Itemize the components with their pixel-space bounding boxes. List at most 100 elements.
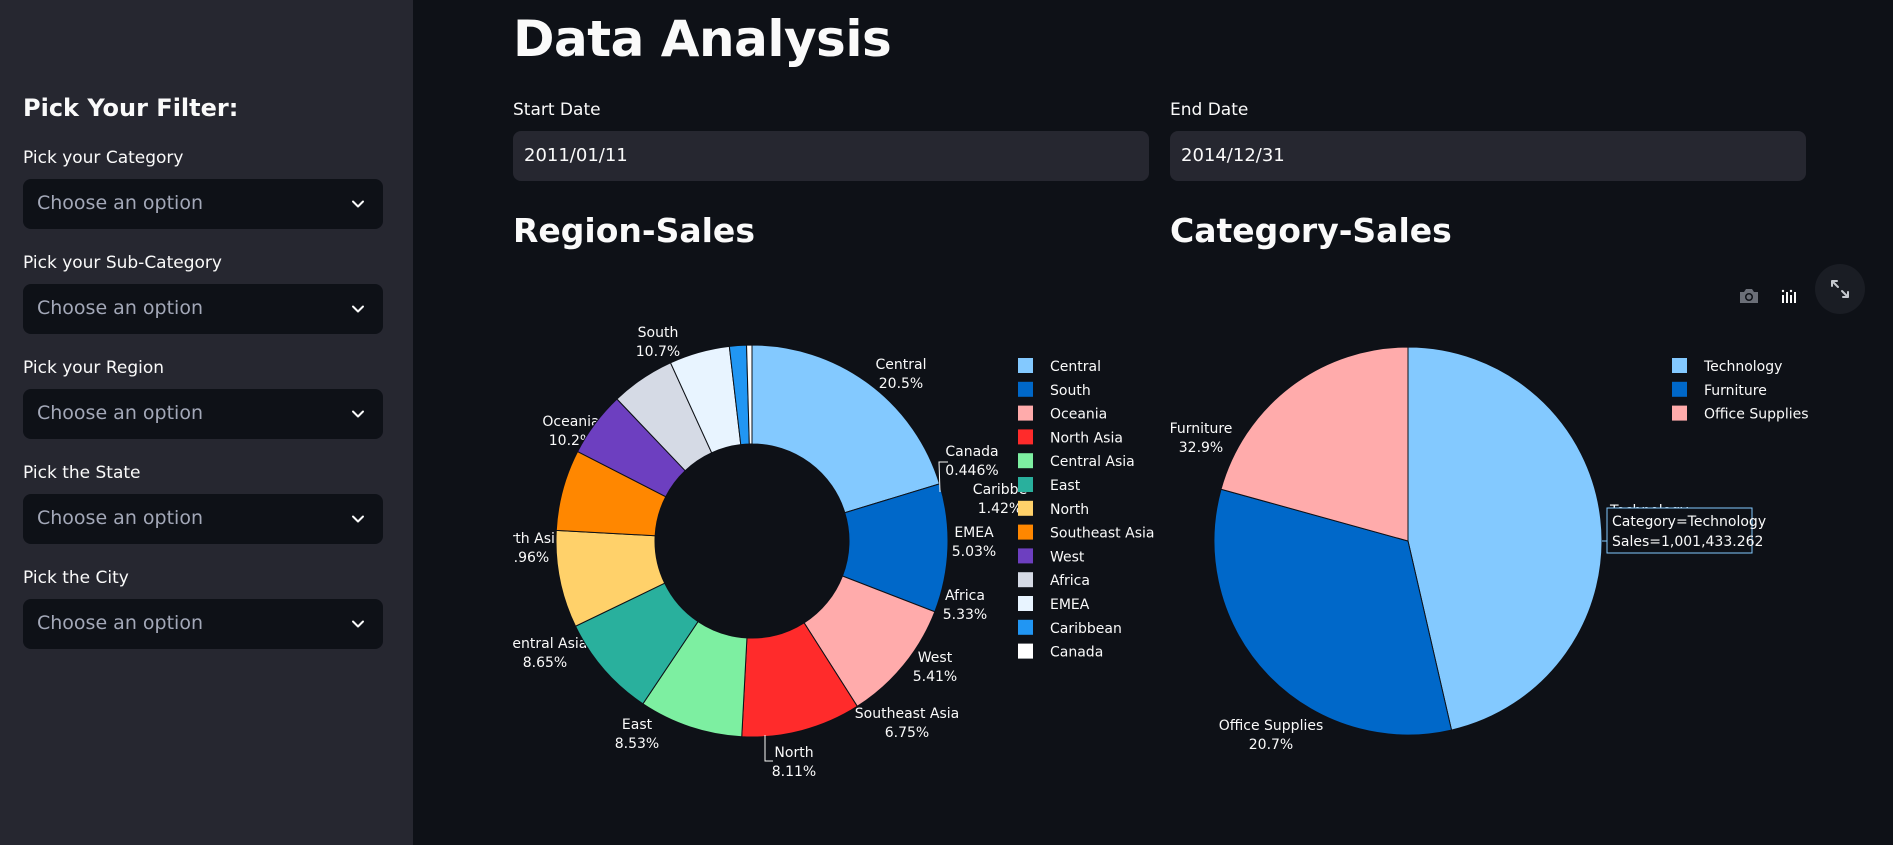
region-legend-swatch-north-asia[interactable] (1018, 429, 1033, 445)
region-legend-label-central[interactable]: Central (1050, 359, 1101, 375)
region-legend-label-emea[interactable]: EMEA (1050, 597, 1090, 613)
category-legend-label-technology[interactable]: Technology (1703, 359, 1782, 375)
region-legend-swatch-southeast-asia[interactable] (1018, 524, 1033, 540)
region-percent-central-asia: 8.65% (523, 655, 567, 671)
category-select[interactable]: Choose an option (23, 179, 383, 229)
start-date-label: Start Date (513, 100, 601, 120)
category-legend-label-office-supplies[interactable]: Office Supplies (1704, 407, 1809, 423)
region-legend-swatch-central-asia[interactable] (1018, 453, 1033, 469)
tooltip-sales: Sales=1,001,433.262 (1612, 534, 1763, 550)
region-label-emea: EMEA (954, 525, 994, 541)
subcategory-select-placeholder: Choose an option (37, 297, 203, 319)
subcategory-select[interactable]: Choose an option (23, 284, 383, 334)
state-filter-label: Pick the State (23, 463, 141, 483)
region-sales-chart: Central20.5%South10.7%Oceania10.2%North … (491, 325, 1027, 780)
tooltip-box (1606, 507, 1753, 554)
region-label-oceania: Oceania (542, 414, 599, 430)
region-percent-west: 5.41% (913, 669, 957, 685)
region-legend-label-southeast-asia[interactable]: Southeast Asia (1050, 526, 1154, 542)
region-leader-line-north (764, 735, 773, 762)
region-label-central: Central (876, 357, 927, 373)
region-legend-label-africa[interactable]: Africa (1050, 573, 1090, 589)
city-filter-label: Pick the City (23, 568, 129, 588)
region-select-placeholder: Choose an option (37, 402, 203, 424)
region-legend-swatch-north[interactable] (1018, 500, 1033, 516)
region-legend-swatch-oceania[interactable] (1018, 405, 1033, 421)
region-legend-swatch-africa[interactable] (1018, 572, 1033, 588)
region-percent-north-asia: 9.96% (505, 550, 549, 566)
city-select-placeholder: Choose an option (37, 612, 203, 634)
region-label-africa: Africa (945, 588, 985, 604)
state-select[interactable]: Choose an option (23, 494, 383, 544)
region-slice-central[interactable] (751, 344, 941, 514)
region-label-north: North (774, 745, 813, 761)
category-legend-swatch-furniture[interactable] (1672, 381, 1687, 397)
category-slice-office-supplies[interactable] (1220, 346, 1409, 542)
region-legend-swatch-east[interactable] (1018, 477, 1033, 492)
region-legend-swatch-south[interactable] (1018, 381, 1033, 397)
sidebar: Pick Your Filter: Pick your Category Cho… (0, 0, 413, 845)
region-label-west: West (918, 650, 953, 666)
region-label-caribbean: Caribbe (973, 482, 1027, 498)
chevron-down-icon (352, 515, 364, 523)
start-date-value: 2011/01/11 (524, 145, 628, 166)
region-percent-north: 8.11% (772, 764, 816, 780)
region-percent-emea: 5.03% (952, 544, 996, 560)
category-label-furniture: Furniture (1170, 421, 1233, 437)
region-legend-swatch-emea[interactable] (1018, 596, 1033, 611)
page-title: Data Analysis (513, 10, 892, 68)
plotly-logo-icon[interactable] (1776, 283, 1802, 309)
category-legend-swatch-office-supplies[interactable] (1672, 405, 1687, 421)
region-legend-label-canada[interactable]: Canada (1050, 645, 1103, 661)
region-leader-line-canada (938, 461, 948, 493)
end-date-label: End Date (1170, 100, 1249, 120)
region-select[interactable]: Choose an option (23, 389, 383, 439)
category-slice-furniture[interactable] (1213, 488, 1453, 736)
start-date-input[interactable]: 2011/01/11 (513, 131, 1149, 181)
category-sales-title: Category-Sales (1170, 211, 1452, 250)
city-select[interactable]: Choose an option (23, 599, 383, 649)
region-legend-swatch-central[interactable] (1018, 358, 1033, 373)
region-label-canada: Canada (945, 444, 998, 460)
region-filter-label: Pick your Region (23, 358, 165, 378)
region-legend-label-caribbean[interactable]: Caribbean (1050, 621, 1122, 637)
sidebar-title: Pick Your Filter: (23, 94, 239, 122)
region-label-north-asia: North Asia (491, 531, 564, 547)
fullscreen-icon (1831, 280, 1849, 298)
region-sales-title: Region-Sales (513, 211, 755, 250)
region-legend-label-north-asia[interactable]: North Asia (1050, 430, 1123, 446)
region-percent-canada: 0.446% (945, 463, 998, 479)
category-legend-swatch-technology[interactable] (1672, 358, 1687, 373)
category-label-office-supplies: Office Supplies (1219, 718, 1324, 734)
subcategory-filter-label: Pick your Sub-Category (23, 253, 222, 273)
chevron-down-icon (352, 200, 364, 208)
region-legend-swatch-caribbean[interactable] (1018, 619, 1033, 635)
region-slice-canada[interactable] (746, 344, 753, 445)
end-date-input[interactable]: 2014/12/31 (1170, 131, 1806, 181)
category-legend-label-furniture[interactable]: Furniture (1704, 383, 1767, 399)
region-percent-southeast-asia: 6.75% (885, 725, 929, 741)
category-percent-furniture: 32.9% (1179, 440, 1223, 456)
fullscreen-button[interactable] (1815, 264, 1865, 314)
camera-icon[interactable] (1736, 283, 1762, 309)
region-legend-label-west[interactable]: West (1050, 549, 1085, 565)
region-label-south: South (638, 325, 679, 341)
region-label-central-asia: Central Asia (503, 636, 588, 652)
state-select-placeholder: Choose an option (37, 507, 203, 529)
region-legend-label-east[interactable]: East (1050, 478, 1081, 494)
region-legend-label-north[interactable]: North (1050, 502, 1089, 518)
end-date-value: 2014/12/31 (1181, 145, 1285, 166)
region-legend-swatch-west[interactable] (1018, 548, 1033, 564)
region-legend-swatch-canada[interactable] (1018, 643, 1033, 659)
category-slice-technology[interactable] (1407, 346, 1603, 731)
region-legend-label-oceania[interactable]: Oceania (1050, 407, 1107, 423)
region-percent-east: 8.53% (615, 736, 659, 752)
hover-tooltip: Category=Technology Sales=1,001,433.262 (1602, 507, 1766, 554)
category-filter-label: Pick your Category (23, 148, 184, 168)
region-legend-label-south[interactable]: South (1050, 383, 1091, 399)
region-percent-central: 20.5% (879, 376, 923, 392)
region-legend-label-central-asia[interactable]: Central Asia (1050, 454, 1135, 470)
chevron-down-icon (352, 305, 364, 313)
region-percent-africa: 5.33% (943, 607, 987, 623)
region-label-east: East (622, 717, 653, 733)
